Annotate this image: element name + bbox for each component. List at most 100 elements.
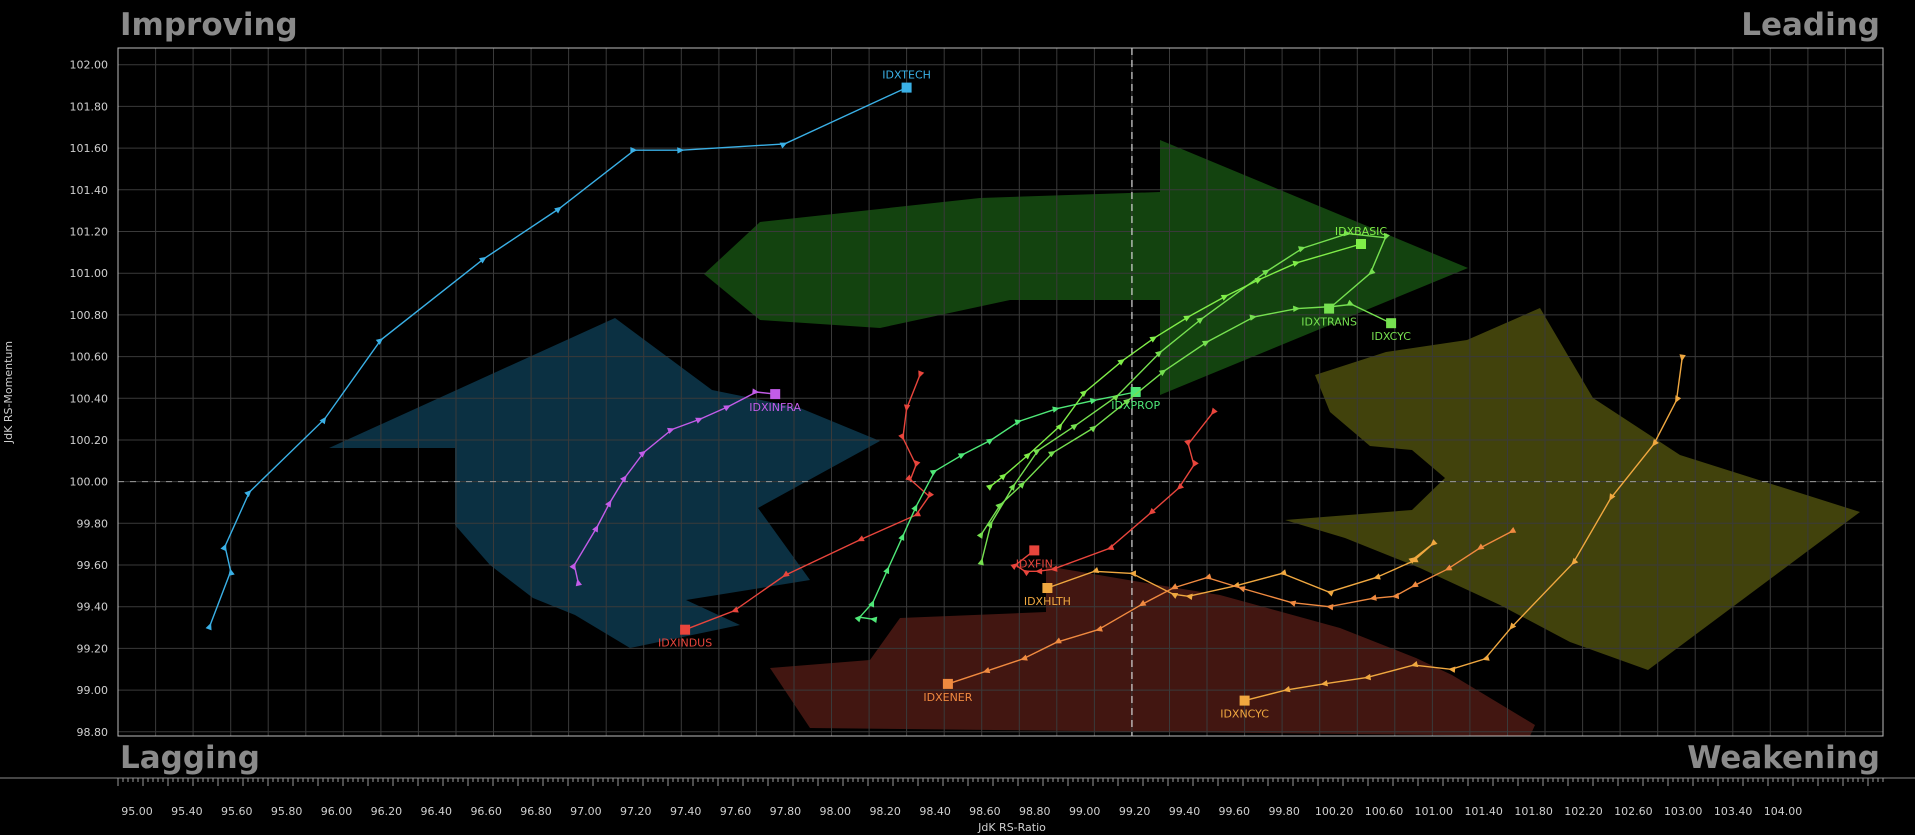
series-point (1571, 557, 1579, 566)
series-point (898, 432, 905, 441)
x-tick-label: 104.00 (1764, 805, 1803, 818)
series-head-marker (770, 389, 781, 400)
series-point (903, 404, 911, 412)
series-point (1014, 419, 1023, 426)
x-tick-label: 96.00 (321, 805, 353, 818)
series-head-marker (1386, 318, 1397, 329)
series-point (695, 417, 703, 424)
y-tick-label: 100.20 (70, 434, 109, 447)
series-point (1170, 583, 1179, 590)
x-tick-label: 100.20 (1315, 805, 1354, 818)
series-layer: IDXTECH IDXINFRA IDXINDUS IDXFIN IDXPROP IDXT… (205, 69, 1686, 721)
y-tick-label: 99.20 (77, 642, 109, 655)
series-head-marker (1239, 695, 1250, 706)
series-point (1410, 556, 1419, 563)
series-point (638, 450, 647, 458)
x-tick-label: 99.00 (1069, 805, 1101, 818)
series-head-marker (901, 82, 912, 93)
series-idxtech: IDXTECH (205, 69, 931, 631)
series-point (986, 520, 993, 529)
series-label: IDXPROP (1111, 399, 1160, 412)
series-point (1279, 569, 1287, 576)
series-point (554, 206, 562, 214)
series-point (1008, 483, 1016, 491)
x-tick-label: 97.20 (620, 805, 652, 818)
x-tick-label: 95.40 (171, 805, 203, 818)
series-head-marker (1356, 239, 1366, 249)
series-point (1384, 232, 1390, 241)
x-tick-label: 95.00 (121, 805, 153, 818)
series-idxener: IDXENER (923, 527, 1517, 704)
series-point (220, 543, 227, 552)
y-tick-label: 99.00 (77, 684, 109, 697)
series-point (1369, 594, 1377, 601)
series-point (1048, 450, 1056, 458)
series-point (854, 614, 862, 623)
y-tick-label: 99.80 (77, 517, 109, 530)
series-point (1192, 459, 1199, 468)
series-point (319, 416, 327, 425)
series-point (1430, 539, 1438, 547)
series-point (982, 667, 991, 674)
x-tick-label: 99.80 (1268, 805, 1300, 818)
x-tick-label: 96.80 (520, 805, 552, 818)
series-point (1293, 305, 1301, 313)
series-point (1123, 398, 1131, 406)
quadrant-weakening: Weakening (1687, 740, 1880, 776)
series-point (752, 388, 760, 395)
series-point (1298, 246, 1306, 253)
x-tick-label: 103.40 (1714, 805, 1753, 818)
series-point (1149, 336, 1158, 343)
series-point (1328, 303, 1336, 311)
series-label: IDXHLTH (1024, 595, 1071, 608)
x-tick-label: 96.60 (470, 805, 502, 818)
series-point (914, 460, 921, 468)
series-point (918, 370, 925, 379)
series-point (779, 142, 788, 149)
series-point (1368, 268, 1376, 276)
series-point (1509, 622, 1517, 630)
series-point (1292, 260, 1301, 267)
series-point (1023, 452, 1031, 460)
series-label: IDXTECH (882, 69, 931, 82)
series-point (1050, 565, 1058, 572)
arrow-lagging (770, 566, 1535, 736)
series-point (1052, 406, 1060, 413)
x-tick-label: 98.40 (919, 805, 951, 818)
series-point (1183, 315, 1191, 322)
series-point (999, 473, 1007, 481)
series-point (1035, 568, 1043, 575)
series-point (1326, 590, 1335, 597)
x-tick-label: 97.40 (670, 805, 702, 818)
series-point (575, 578, 583, 587)
series-label: IDXFIN (1016, 557, 1053, 570)
series-point (375, 338, 384, 345)
series-label: IDXENER (923, 691, 972, 704)
series-point (1196, 317, 1204, 324)
series-point (911, 504, 918, 512)
plot-frame (117, 47, 1884, 737)
series-point (723, 405, 731, 412)
y-tick-label: 102.00 (70, 59, 109, 72)
x-tick-label: 101.00 (1415, 805, 1454, 818)
series-point (1237, 586, 1246, 593)
series-point (1249, 314, 1257, 321)
series-point (995, 502, 1003, 510)
series-point (1220, 294, 1229, 301)
series-point (205, 622, 212, 631)
series-point (1170, 592, 1179, 599)
series-point (605, 499, 612, 508)
series-idxinfra: IDXINFRA (569, 388, 802, 587)
series-point (569, 562, 576, 571)
x-tick-label: 99.40 (1169, 805, 1201, 818)
series-point (1282, 686, 1291, 693)
y-tick-label: 100.40 (70, 392, 109, 405)
series-point (1176, 482, 1185, 490)
series-point (244, 490, 252, 498)
series-point (1326, 603, 1334, 611)
x-tick-label: 97.00 (570, 805, 602, 818)
y-tick-label: 100.00 (70, 476, 109, 489)
y-tick-label: 98.80 (77, 726, 109, 739)
series-point (1089, 397, 1098, 405)
